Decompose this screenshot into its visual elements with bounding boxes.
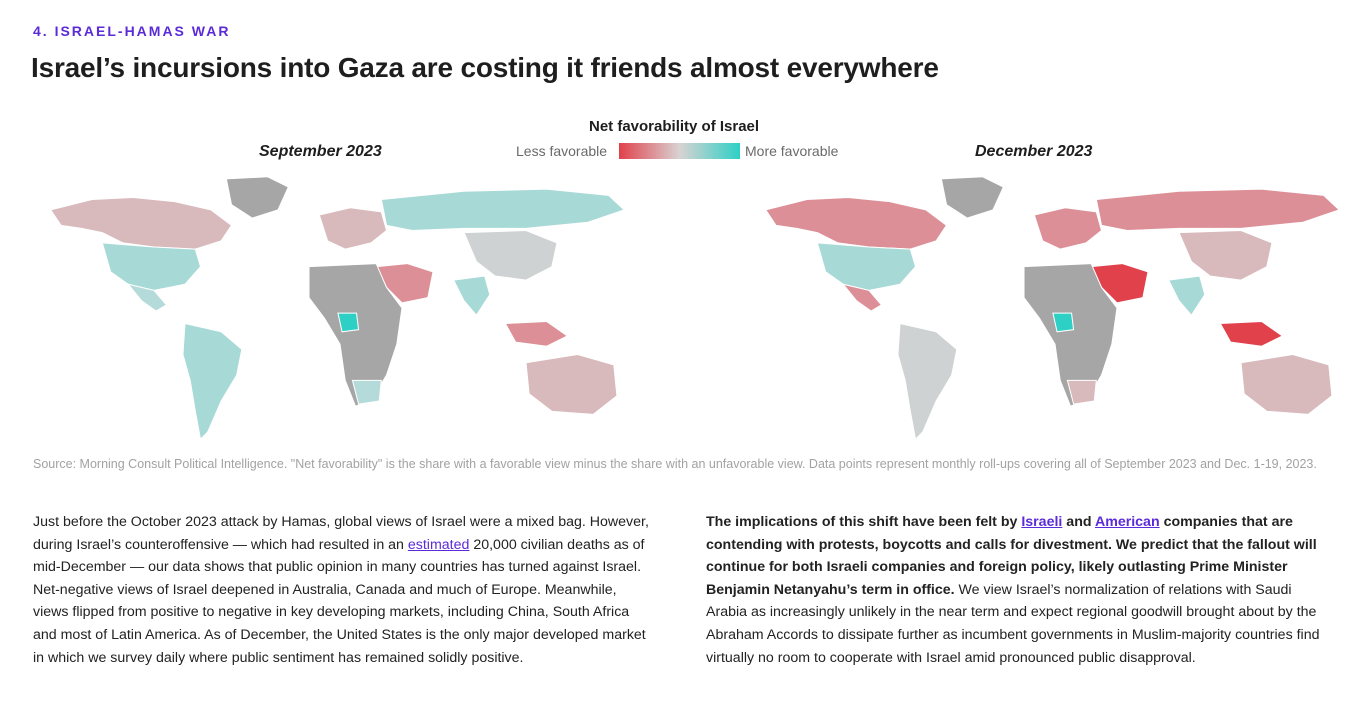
legend-title: Net favorability of Israel (589, 118, 760, 135)
region-australia (525, 353, 618, 415)
region-north-america-north (49, 196, 233, 250)
body-paragraph-left: Just before the October 2023 attack by H… (33, 511, 653, 669)
region-western-europe (318, 207, 388, 250)
body-text: We view Israel’s normalization of relati… (706, 581, 1320, 666)
region-mexico (841, 283, 883, 312)
world-map-september (30, 168, 650, 448)
section-eyebrow: 4. ISRAEL-HAMAS WAR (33, 23, 231, 39)
link-estimated[interactable]: estimated (407, 536, 470, 553)
map-label-december: December 2023 (975, 143, 1093, 160)
map-svg (764, 176, 1341, 441)
region-usa (816, 242, 917, 291)
link-israeli[interactable]: Israeli (1021, 514, 1063, 530)
body-text: Just before the October 2023 attack by H… (33, 514, 649, 553)
body-text: 20,000 civilian deaths as of mid-Decembe… (33, 536, 646, 666)
map-label-september: September 2023 (259, 143, 382, 160)
region-china (463, 229, 558, 281)
region-india (1167, 275, 1206, 317)
page-title: Israel’s incursions into Gaza are costin… (31, 52, 939, 83)
region-india (452, 275, 491, 317)
region-nigeria (1052, 312, 1075, 333)
region-usa (101, 242, 202, 291)
region-russia (1095, 188, 1341, 232)
region-russia (380, 188, 626, 232)
region-south-africa (1066, 379, 1097, 405)
link-american[interactable]: American (1094, 514, 1160, 530)
region-mexico (126, 283, 168, 312)
source-note: Source: Morning Consult Political Intell… (33, 457, 1317, 471)
region-western-europe (1033, 207, 1103, 250)
region-south-america (897, 322, 958, 441)
world-map-december (745, 168, 1365, 448)
region-nigeria (337, 312, 360, 333)
legend-high-label: More favorable (745, 143, 839, 159)
region-south-africa (351, 379, 382, 405)
body-bold-text: The implications of this shift have been… (706, 514, 1317, 598)
region-south-america (182, 322, 243, 441)
body-paragraph-right: The implications of this shift have been… (706, 511, 1326, 669)
region-greenland (940, 176, 1005, 219)
region-southeast-asia (1219, 320, 1284, 347)
region-north-america-north (764, 196, 948, 250)
region-greenland (225, 176, 290, 219)
region-southeast-asia (504, 320, 569, 347)
legend-color-scale (619, 143, 740, 159)
map-svg (49, 176, 626, 441)
region-australia (1240, 353, 1333, 415)
legend-low-label: Less favorable (516, 143, 608, 159)
region-china (1178, 229, 1273, 281)
